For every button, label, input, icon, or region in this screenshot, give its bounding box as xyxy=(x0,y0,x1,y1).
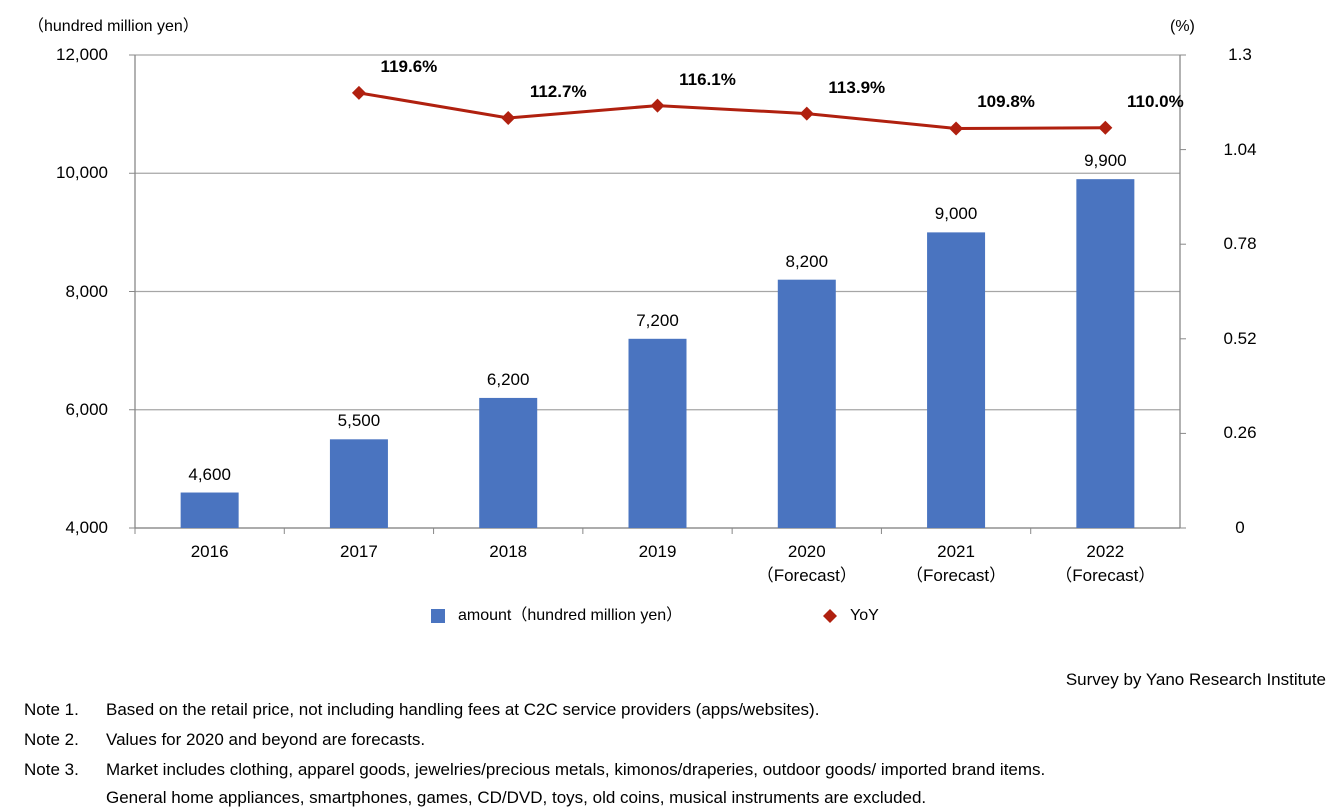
line-marker xyxy=(351,85,366,100)
x-tick-label: 2018 xyxy=(489,542,528,561)
x-tick-label: 2019 xyxy=(638,542,677,561)
bar xyxy=(628,338,687,528)
bar-value-label: 9,000 xyxy=(934,204,978,224)
y-tick-label: 8,000 xyxy=(65,281,108,301)
note-text: Market includes clothing, apparel goods,… xyxy=(106,760,1046,807)
y-tick-label: 4,000 xyxy=(65,518,108,537)
chart xyxy=(129,54,1186,623)
y2-tick-label: 1.3 xyxy=(1228,45,1252,64)
line-marker xyxy=(501,110,516,125)
bar-value-label: 9,900 xyxy=(1084,151,1127,171)
bar-value-label: 8,200 xyxy=(785,251,829,271)
bar xyxy=(1076,179,1135,528)
line-marker xyxy=(1098,120,1113,135)
y2-tick-label: 0 xyxy=(1235,518,1245,537)
note: Note 1. Based on the retail price, not in… xyxy=(24,696,819,724)
bar xyxy=(777,279,836,528)
bar-value-label: 5,500 xyxy=(337,411,381,431)
bar xyxy=(180,492,239,528)
note-text: Values for 2020 and beyond are forecasts… xyxy=(106,730,426,749)
legend-label: YoY xyxy=(850,607,879,624)
line xyxy=(358,91,1106,130)
bar xyxy=(927,232,986,528)
note-text: Based on the retail price, not including… xyxy=(106,700,820,719)
x-tick-label: 2016 xyxy=(190,542,229,561)
y-tick-label: 12,000 xyxy=(56,45,108,64)
line-value-label: 119.6% xyxy=(380,56,438,76)
y-tick-label: 10,000 xyxy=(56,163,108,183)
note: Note 3. Market includes clothing, apparel… xyxy=(24,756,1045,812)
legend-swatch xyxy=(823,609,837,623)
note: Note 2. Values for 2020 and beyond are fo… xyxy=(24,726,425,754)
y2-tick-label: 1.04 xyxy=(1223,139,1257,159)
line-marker xyxy=(949,121,964,136)
line-value-label: 116.1% xyxy=(679,69,736,89)
bar xyxy=(479,397,538,528)
bar-value-label: 6,200 xyxy=(486,369,530,389)
line-value-label: 112.7% xyxy=(529,81,587,101)
bar-value-label: 4,600 xyxy=(188,464,231,484)
x-tick-label: 2021 （Forecast） xyxy=(905,542,1007,585)
note-label: Note 2. xyxy=(24,730,79,749)
x-tick-label: 2020 （Forecast） xyxy=(756,542,857,585)
bar-value-label: 7,200 xyxy=(636,310,679,330)
y2-tick-label: 0.52 xyxy=(1223,328,1257,348)
legend-label: amount（hundred million yen） xyxy=(458,607,683,624)
x-tick-label: 2017 xyxy=(340,542,378,561)
line-marker xyxy=(799,106,814,121)
bar xyxy=(329,439,388,528)
y-axis-title: （hundred million yen） xyxy=(28,18,199,35)
x-tick-label: 2022 （Forecast） xyxy=(1055,542,1156,585)
y-tick-label: 6,000 xyxy=(65,399,108,419)
line-value-label: 113.9% xyxy=(828,77,886,97)
legend-swatch xyxy=(431,609,445,623)
source: Survey by Yano Research Institute xyxy=(1065,670,1326,689)
note-label: Note 3. xyxy=(24,760,79,779)
line-marker xyxy=(650,98,665,113)
line-value-label: 109.8% xyxy=(977,92,1035,112)
note-label: Note 1. xyxy=(24,700,79,719)
y2-axis-title: (%) xyxy=(1170,18,1195,35)
y2-tick-label: 0.26 xyxy=(1223,423,1257,443)
y2-tick-label: 0.78 xyxy=(1223,234,1257,254)
line-value-label: 110.0% xyxy=(1126,91,1184,111)
